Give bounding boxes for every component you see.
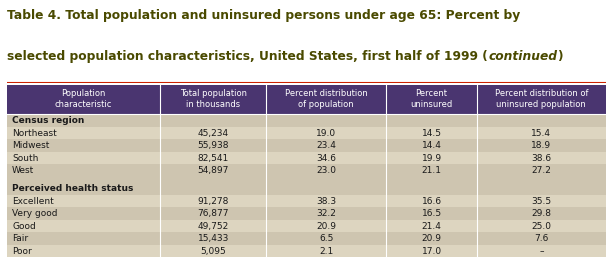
Text: 76,877: 76,877 [197, 209, 229, 218]
Bar [7, 182, 606, 195]
Text: West: West [12, 166, 34, 175]
Text: 19.9: 19.9 [422, 154, 441, 162]
Text: Total population
in thousands: Total population in thousands [180, 89, 246, 109]
Text: 54,897: 54,897 [197, 166, 229, 175]
Bar [7, 127, 606, 139]
Text: Population
characteristic: Population characteristic [55, 89, 112, 109]
Text: Very good: Very good [12, 209, 58, 218]
Text: Poor: Poor [12, 247, 32, 256]
Text: 20.9: 20.9 [422, 234, 441, 243]
Text: Good: Good [12, 222, 36, 231]
Bar [7, 245, 606, 257]
Bar [7, 164, 606, 177]
Text: 19.0: 19.0 [316, 129, 337, 138]
Text: Perceived health status: Perceived health status [12, 184, 134, 193]
Text: Percent distribution
of population: Percent distribution of population [285, 89, 368, 109]
Text: –: – [539, 247, 544, 256]
Text: 45,234: 45,234 [197, 129, 229, 138]
Text: 82,541: 82,541 [197, 154, 229, 162]
Bar [7, 195, 606, 207]
Text: 49,752: 49,752 [197, 222, 229, 231]
Text: Northeast: Northeast [12, 129, 57, 138]
Bar [7, 152, 606, 164]
Text: 15,433: 15,433 [197, 234, 229, 243]
Text: 23.4: 23.4 [316, 141, 336, 150]
Text: 18.9: 18.9 [531, 141, 551, 150]
Text: 55,938: 55,938 [197, 141, 229, 150]
Text: South: South [12, 154, 39, 162]
Text: 5,095: 5,095 [200, 247, 226, 256]
Text: 23.0: 23.0 [316, 166, 337, 175]
Text: 6.5: 6.5 [319, 234, 333, 243]
Text: 21.1: 21.1 [422, 166, 441, 175]
Text: 35.5: 35.5 [531, 197, 551, 206]
Bar [7, 177, 606, 182]
Text: 25.0: 25.0 [531, 222, 551, 231]
Text: 14.4: 14.4 [422, 141, 441, 150]
Bar [7, 207, 606, 220]
Text: 20.9: 20.9 [316, 222, 337, 231]
Text: selected population characteristics, United States, first half of 1999 (: selected population characteristics, Uni… [7, 50, 488, 63]
Text: 91,278: 91,278 [197, 197, 229, 206]
Bar [7, 232, 606, 245]
Text: 21.4: 21.4 [422, 222, 441, 231]
Text: 16.6: 16.6 [422, 197, 441, 206]
Text: 2.1: 2.1 [319, 247, 333, 256]
Text: Table 4. Total population and uninsured persons under age 65: Percent by: Table 4. Total population and uninsured … [7, 9, 520, 22]
Bar [7, 139, 606, 152]
Text: 16.5: 16.5 [422, 209, 441, 218]
Text: 15.4: 15.4 [531, 129, 551, 138]
Text: 27.2: 27.2 [531, 166, 551, 175]
Text: Excellent: Excellent [12, 197, 54, 206]
Text: Percent distribution of
uninsured population: Percent distribution of uninsured popula… [495, 89, 588, 109]
Text: 34.6: 34.6 [316, 154, 337, 162]
Text: Census region: Census region [12, 116, 85, 125]
Text: Fair: Fair [12, 234, 28, 243]
Bar [7, 84, 606, 114]
Text: continued: continued [488, 50, 557, 63]
Bar [7, 114, 606, 127]
Text: 14.5: 14.5 [422, 129, 441, 138]
Text: 38.6: 38.6 [531, 154, 551, 162]
Text: 17.0: 17.0 [422, 247, 441, 256]
Text: ): ) [557, 50, 563, 63]
Bar [7, 220, 606, 232]
Text: 7.6: 7.6 [534, 234, 549, 243]
Text: Percent
uninsured: Percent uninsured [411, 89, 452, 109]
Text: Midwest: Midwest [12, 141, 50, 150]
Text: 32.2: 32.2 [316, 209, 336, 218]
Text: 29.8: 29.8 [531, 209, 551, 218]
Text: 38.3: 38.3 [316, 197, 337, 206]
